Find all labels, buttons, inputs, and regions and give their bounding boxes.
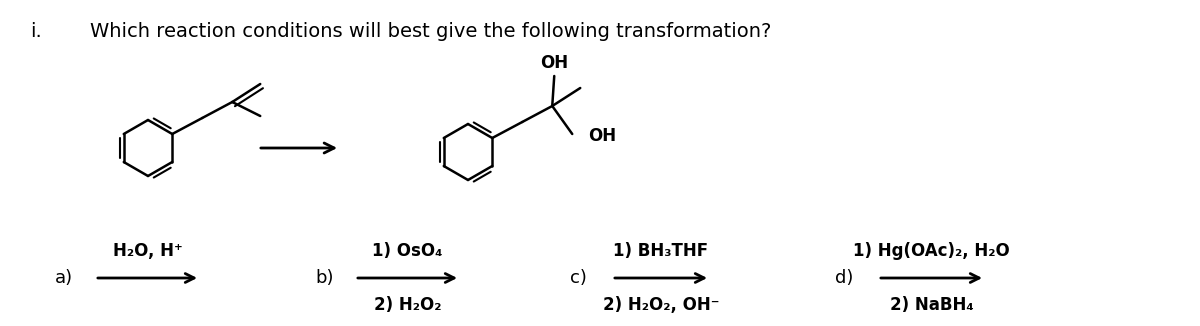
- Text: a): a): [55, 269, 73, 287]
- Text: 2) NaBH₄: 2) NaBH₄: [889, 296, 973, 314]
- Text: H₂O, H⁺: H₂O, H⁺: [113, 242, 182, 260]
- Text: 2) H₂O₂, OH⁻: 2) H₂O₂, OH⁻: [602, 296, 719, 314]
- Text: c): c): [570, 269, 587, 287]
- Text: d): d): [835, 269, 853, 287]
- Text: 1) Hg(OAc)₂, H₂O: 1) Hg(OAc)₂, H₂O: [853, 242, 1010, 260]
- Text: i.: i.: [30, 22, 42, 41]
- Text: Which reaction conditions will best give the following transformation?: Which reaction conditions will best give…: [90, 22, 772, 41]
- Text: 2) H₂O₂: 2) H₂O₂: [373, 296, 442, 314]
- Text: OH: OH: [588, 127, 617, 145]
- Text: b): b): [314, 269, 334, 287]
- Text: 1) BH₃THF: 1) BH₃THF: [613, 242, 708, 260]
- Text: 1) OsO₄: 1) OsO₄: [372, 242, 443, 260]
- Text: OH: OH: [540, 54, 569, 72]
